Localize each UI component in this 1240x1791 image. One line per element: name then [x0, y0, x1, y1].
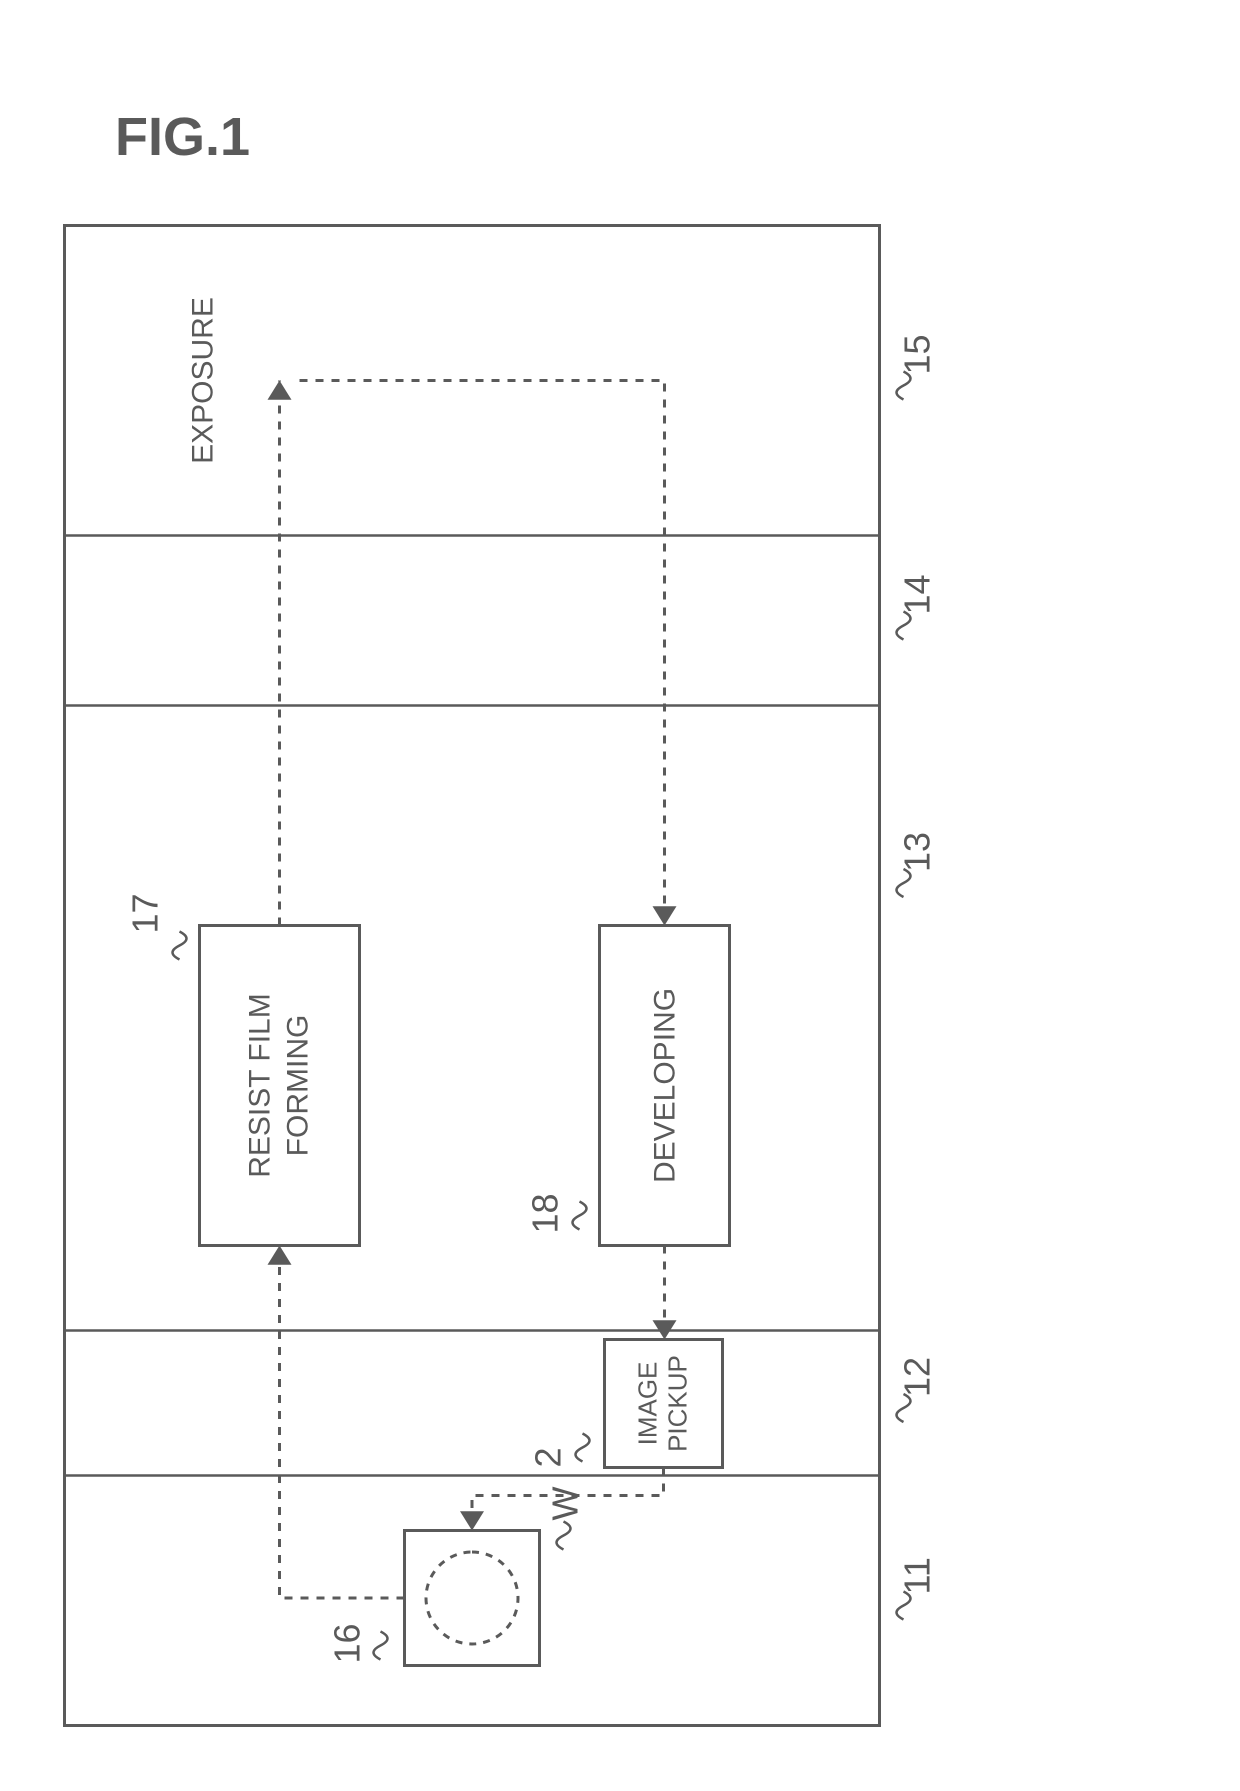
- section-ref-11: 11: [897, 1557, 938, 1594]
- image-pickup-label-2: PICKUP: [662, 1355, 692, 1452]
- arrowhead: [653, 906, 677, 925]
- ref-2: 2: [528, 1447, 569, 1467]
- image-pickup-label-1: IMAGE: [632, 1362, 662, 1446]
- exposure-label: EXPOSURE: [186, 297, 219, 464]
- ref-squiggle: [576, 1434, 590, 1462]
- wafer-label: W: [545, 1487, 586, 1521]
- section-ref-13: 13: [897, 832, 938, 872]
- ref-squiggle: [573, 1202, 587, 1230]
- ref-18: 18: [525, 1193, 566, 1233]
- ref-17: 17: [125, 893, 166, 933]
- section-ref-12: 12: [897, 1357, 938, 1397]
- flow: [280, 1246, 405, 1599]
- arrowhead: [268, 381, 292, 400]
- resist-label-1: RESIST FILM: [243, 993, 276, 1177]
- arrowhead: [460, 1511, 484, 1530]
- section-ref-14: 14: [897, 574, 938, 614]
- section-ref-15: 15: [897, 334, 938, 374]
- resist-label-2: FORMING: [281, 1015, 314, 1157]
- ref-squiggle: [897, 1592, 911, 1620]
- ref-squiggle: [557, 1522, 571, 1550]
- diagram-root: 11 12 13 14 15 16 W IMAGEPICKUP 2 RESIST FILMFORM…: [65, 226, 938, 1726]
- ref-squiggle: [374, 1632, 388, 1660]
- ref-squiggle: [897, 1394, 911, 1422]
- ref-16: 16: [327, 1623, 368, 1663]
- developing-label: DEVELOPING: [648, 988, 681, 1183]
- arrowhead: [268, 1246, 292, 1265]
- ref-squiggle: [897, 612, 911, 640]
- ref-squiggle: [897, 372, 911, 400]
- ref-squiggle: [173, 932, 187, 960]
- resist-film-box: [200, 926, 360, 1246]
- ref-squiggle: [897, 869, 911, 897]
- wafer-circle: [426, 1552, 518, 1644]
- flow: [300, 381, 665, 926]
- figure-title: FIG.1: [115, 107, 250, 167]
